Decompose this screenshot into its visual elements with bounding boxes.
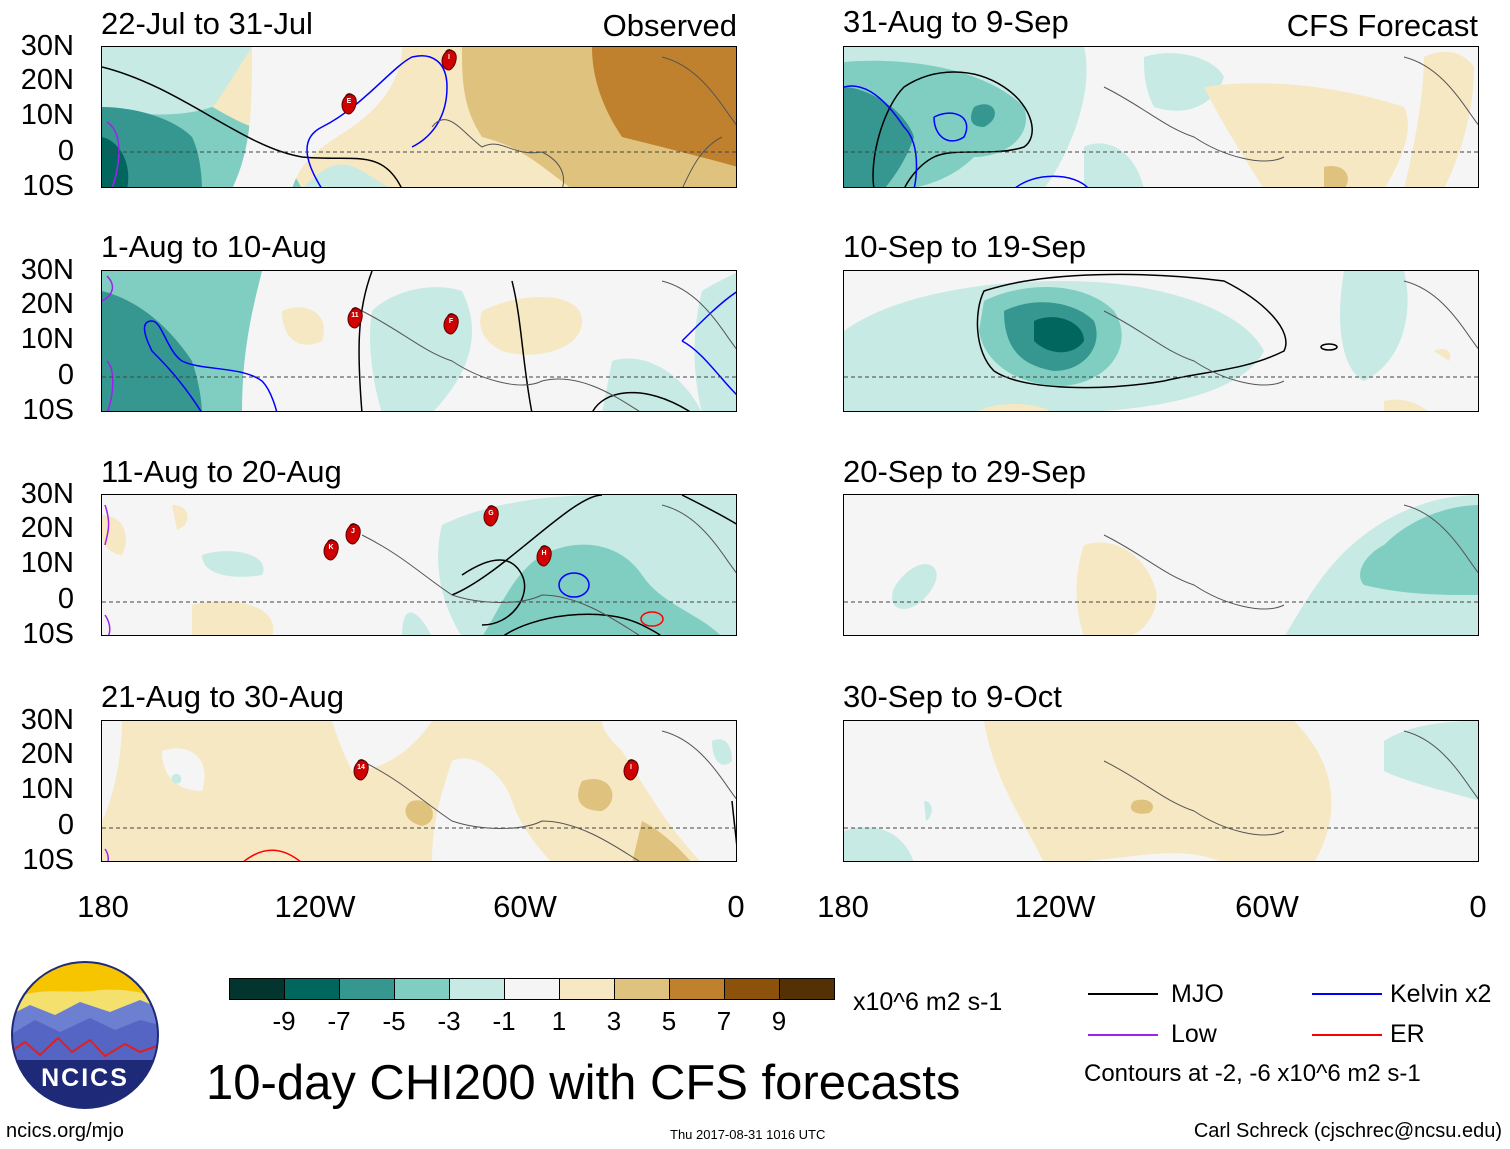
lat-label: 0 xyxy=(57,359,74,391)
storm-label: J xyxy=(351,528,355,535)
legend-label-mjo: MJO xyxy=(1171,980,1224,1008)
colorbar-swatch xyxy=(284,978,340,1000)
lon-label-left-0: 0 xyxy=(727,889,745,924)
lat-label: 10S xyxy=(22,844,74,876)
colorbar-tick-label: -5 xyxy=(382,1006,406,1036)
lon-label-right-120w: 120W xyxy=(1014,889,1096,924)
colorbar xyxy=(229,978,835,1000)
legend-line-low xyxy=(1088,1034,1158,1036)
timestamp: Thu 2017-08-31 1016 UTC xyxy=(670,1127,826,1142)
panel-title-right-2: 20-Sep to 29-Sep xyxy=(843,454,1087,489)
logo-text: NCICS xyxy=(41,1064,129,1092)
colorbar-swatch xyxy=(724,978,780,1000)
map-panel-left-3: 14 I xyxy=(101,720,737,862)
colorbar-swatch xyxy=(669,978,725,1000)
lat-label: 20N xyxy=(20,288,74,320)
lat-label: 30N xyxy=(20,30,74,62)
observed-label: Observed xyxy=(602,8,737,43)
colorbar-swatch xyxy=(394,978,450,1000)
map-panel-right-3 xyxy=(843,720,1479,862)
panel-title-right-3: 30-Sep to 9-Oct xyxy=(843,679,1062,714)
map-panel-left-2: G J K H xyxy=(101,494,737,636)
colorbar-tick-label: 1 xyxy=(551,1006,567,1036)
storm-label: H xyxy=(541,550,547,557)
website-link[interactable]: ncics.org/mjo xyxy=(6,1120,124,1142)
colorbar-swatch xyxy=(559,978,615,1000)
storm-label: I xyxy=(448,54,450,61)
colorbar-swatch xyxy=(779,978,835,1000)
colorbar-swatch xyxy=(504,978,560,1000)
storm-label: G xyxy=(488,510,494,517)
lat-label: 20N xyxy=(20,738,74,770)
storm-label: 14 xyxy=(357,764,365,771)
storm-label: I xyxy=(630,764,632,771)
lat-label: 0 xyxy=(57,809,74,841)
map-panel-left-1: 11 F xyxy=(101,270,737,412)
lat-label: 30N xyxy=(20,704,74,736)
lat-label: 10S xyxy=(22,394,74,426)
panel-title-left-1: 1-Aug to 10-Aug xyxy=(101,229,327,264)
map-panel-right-0 xyxy=(843,46,1479,188)
panel-title-left-2: 11-Aug to 20-Aug xyxy=(101,454,342,489)
colorbar-tick-label: 7 xyxy=(716,1006,732,1036)
lat-label: 10S xyxy=(22,170,74,202)
lat-label: 20N xyxy=(20,64,74,96)
storm-label: 11 xyxy=(351,312,359,319)
lat-label: 10N xyxy=(20,323,74,355)
lat-label: 30N xyxy=(20,254,74,286)
colorbar-swatch xyxy=(614,978,670,1000)
lat-label: 10N xyxy=(20,99,74,131)
storm-label: K xyxy=(328,544,334,551)
colorbar-swatch xyxy=(449,978,505,1000)
map-panel-left-0: E I xyxy=(101,46,737,188)
lon-label-right-0: 0 xyxy=(1469,889,1487,924)
panel-title-left-0: 22-Jul to 31-Jul xyxy=(101,6,313,41)
lat-label: 0 xyxy=(57,583,74,615)
panel-title-left-3: 21-Aug to 30-Aug xyxy=(101,679,345,714)
legend-line-mjo xyxy=(1088,993,1158,995)
lat-label: 20N xyxy=(20,512,74,544)
main-title: 10-day CHI200 with CFS forecasts xyxy=(206,1056,961,1110)
colorbar-tick-label: -9 xyxy=(272,1006,296,1036)
legend-line-kelvin xyxy=(1312,993,1382,995)
storm-label: F xyxy=(448,318,454,325)
legend-label-er: ER xyxy=(1390,1020,1425,1048)
lat-label: 0 xyxy=(57,135,74,167)
ncics-logo: NCICS xyxy=(10,960,160,1110)
author-contact: Carl Schreck (cjschrec@ncsu.edu) xyxy=(1193,1120,1502,1142)
panel-title-right-1: 10-Sep to 19-Sep xyxy=(843,229,1087,264)
lon-label-left-60w: 60W xyxy=(493,889,557,924)
map-panel-right-2 xyxy=(843,494,1479,636)
lon-label-left-180: 180 xyxy=(77,889,129,924)
colorbar-swatch xyxy=(229,978,285,1000)
lon-label-right-60w: 60W xyxy=(1235,889,1299,924)
lon-label-left-120w: 120W xyxy=(274,889,356,924)
lat-label: 10N xyxy=(20,773,74,805)
colorbar-tick-label: -3 xyxy=(437,1006,461,1036)
colorbar-units: x10^6 m2 s-1 xyxy=(853,988,1003,1016)
storm-label: E xyxy=(346,98,352,105)
colorbar-tick-label: -1 xyxy=(492,1006,516,1036)
cfs-forecast-label: CFS Forecast xyxy=(1286,8,1478,43)
colorbar-tick-label: -7 xyxy=(327,1006,351,1036)
panel-title-right-0: 31-Aug to 9-Sep xyxy=(843,4,1069,39)
colorbar-tick-label: 9 xyxy=(771,1006,787,1036)
legend-line-er xyxy=(1312,1034,1382,1036)
contour-note: Contours at -2, -6 x10^6 m2 s-1 xyxy=(1084,1060,1421,1087)
colorbar-swatch xyxy=(339,978,395,1000)
lat-label: 30N xyxy=(20,478,74,510)
colorbar-labels: -9 -7 -5 -3 -1 1 3 5 7 9 xyxy=(229,1006,834,1040)
legend-label-kelvin: Kelvin x2 xyxy=(1390,980,1492,1008)
map-panel-right-1 xyxy=(843,270,1479,412)
lat-label: 10S xyxy=(22,618,74,650)
legend-label-low: Low xyxy=(1171,1020,1217,1048)
colorbar-tick-label: 3 xyxy=(606,1006,622,1036)
colorbar-tick-label: 5 xyxy=(661,1006,677,1036)
lat-label: 10N xyxy=(20,547,74,579)
lon-label-right-180: 180 xyxy=(817,889,869,924)
